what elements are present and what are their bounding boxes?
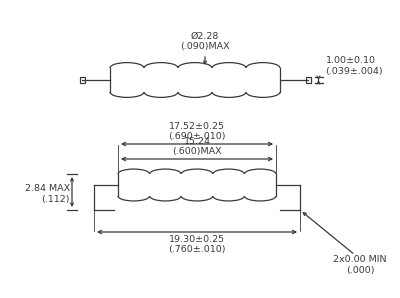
- Text: 15.24
(.600)MAX: 15.24 (.600)MAX: [172, 136, 222, 156]
- Text: 19.30±0.25
(.760±.010): 19.30±0.25 (.760±.010): [168, 235, 226, 254]
- Bar: [306, 77, 310, 83]
- Bar: [80, 77, 84, 83]
- Text: Ø2.28
(.090)MAX: Ø2.28 (.090)MAX: [180, 32, 230, 51]
- Text: 17.52±0.25
(.690±.010): 17.52±0.25 (.690±.010): [168, 122, 226, 141]
- Text: 2x0.00 MIN
(.000): 2x0.00 MIN (.000): [333, 255, 387, 275]
- Text: 2.84 MAX
(.112): 2.84 MAX (.112): [25, 184, 70, 204]
- Text: 1.00±0.10
(.039±.004): 1.00±0.10 (.039±.004): [326, 56, 383, 76]
